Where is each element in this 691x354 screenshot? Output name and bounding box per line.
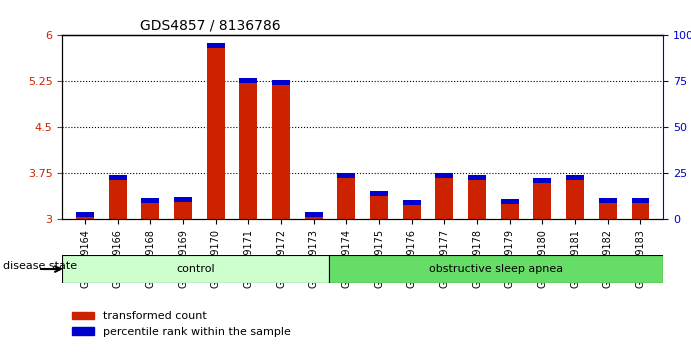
Bar <box>370 191 388 195</box>
Bar <box>337 173 355 219</box>
Bar <box>435 173 453 219</box>
Bar <box>632 198 650 219</box>
Bar <box>174 197 192 219</box>
Text: obstructive sleep apnea: obstructive sleep apnea <box>429 264 563 274</box>
Bar <box>108 175 126 219</box>
Bar <box>108 175 126 179</box>
Bar <box>305 212 323 217</box>
Bar <box>272 80 290 219</box>
Bar <box>403 200 421 205</box>
Bar <box>142 198 160 219</box>
FancyBboxPatch shape <box>62 255 330 283</box>
Text: disease state: disease state <box>3 261 77 271</box>
Bar <box>305 212 323 219</box>
Text: control: control <box>176 264 215 274</box>
Bar <box>272 80 290 85</box>
Bar <box>501 199 519 219</box>
Bar <box>435 173 453 178</box>
Legend: transformed count, percentile rank within the sample: transformed count, percentile rank withi… <box>68 307 296 341</box>
Bar <box>240 78 258 219</box>
Bar <box>468 175 486 180</box>
Bar <box>240 78 258 83</box>
Bar <box>533 178 551 183</box>
Bar <box>76 212 94 219</box>
Bar <box>533 178 551 219</box>
Bar <box>468 175 486 219</box>
Bar <box>142 198 160 203</box>
Bar <box>207 43 225 219</box>
Bar <box>566 175 584 179</box>
Bar <box>337 173 355 178</box>
Text: GDS4857 / 8136786: GDS4857 / 8136786 <box>140 19 281 33</box>
Bar <box>76 212 94 217</box>
Bar <box>370 191 388 219</box>
Bar <box>599 198 617 203</box>
Bar <box>403 200 421 219</box>
FancyBboxPatch shape <box>330 255 663 283</box>
Bar <box>632 198 650 203</box>
Bar <box>174 197 192 202</box>
Bar <box>207 43 225 48</box>
Bar <box>501 199 519 204</box>
Bar <box>599 198 617 219</box>
Bar <box>566 175 584 219</box>
